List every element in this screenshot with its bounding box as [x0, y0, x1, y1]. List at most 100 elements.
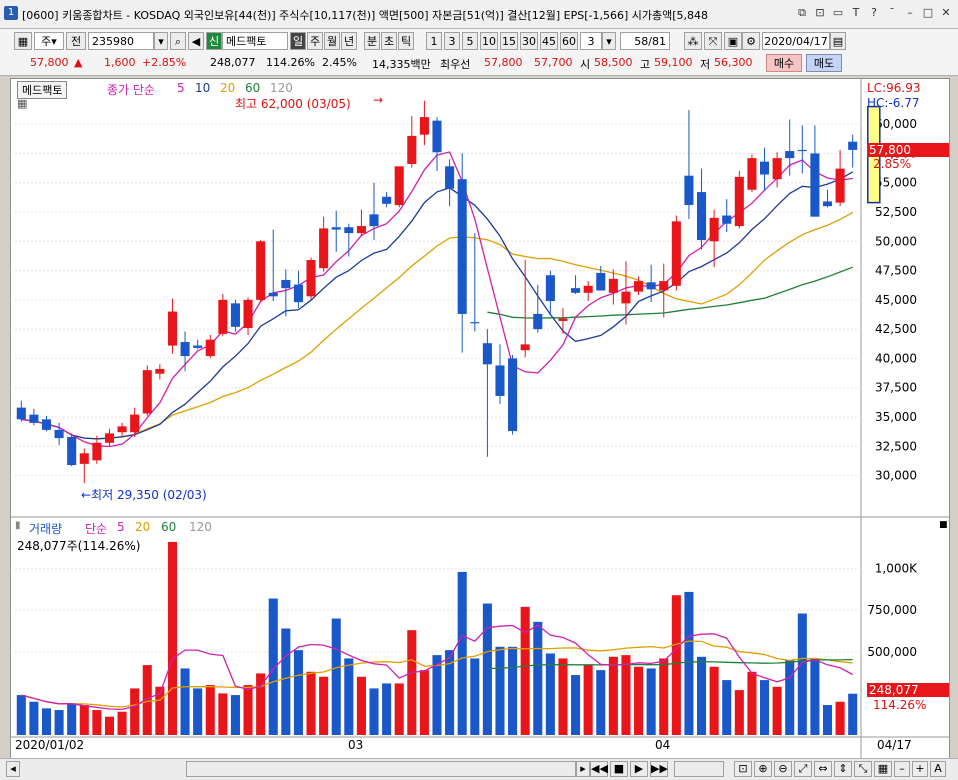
- minute-option[interactable]: 1: [426, 32, 442, 50]
- toggle-icon[interactable]: ⇔: [814, 761, 832, 777]
- help-icon[interactable]: ?: [871, 6, 877, 19]
- sound-icon[interactable]: ◀: [188, 32, 204, 50]
- forward-icon[interactable]: ▶▶: [650, 761, 668, 777]
- volume-bar: [785, 660, 795, 735]
- tab-minute[interactable]: 분: [364, 32, 380, 50]
- minute-option[interactable]: 30: [520, 32, 538, 50]
- interval-input[interactable]: 3: [580, 32, 602, 50]
- table-icon[interactable]: ▦: [17, 97, 28, 110]
- split-icon[interactable]: ⇕: [834, 761, 852, 777]
- zoom-icon[interactable]: ⊡: [734, 761, 752, 777]
- prev-button[interactable]: 전: [66, 32, 86, 50]
- volume-bar: [470, 658, 480, 735]
- low-price: 56,300: [714, 56, 753, 69]
- title-bar: 1 [0600] 키움종합차트 - KOSDAQ 외국인보유[44(천)] 주식…: [0, 0, 958, 29]
- volume-bar: [508, 646, 518, 735]
- tab-day[interactable]: 일: [290, 32, 306, 50]
- candle-body: [747, 158, 757, 190]
- volume-percent: 114.26%: [266, 56, 315, 69]
- volume-bar: [684, 591, 694, 735]
- minute-option[interactable]: 5: [462, 32, 478, 50]
- candle-body: [180, 342, 190, 357]
- settings-icon[interactable]: ¯: [889, 6, 895, 19]
- volume-bar: [709, 666, 719, 735]
- volume-bar: [218, 693, 228, 735]
- sell-button[interactable]: 매도: [806, 54, 842, 72]
- indicator-icon[interactable]: ⁂: [684, 32, 702, 50]
- minimize-icon[interactable]: –: [907, 6, 913, 19]
- rewind-icon[interactable]: ◀◀: [590, 761, 608, 777]
- volume-bar: [810, 658, 820, 735]
- scroll-thumb[interactable]: [186, 761, 576, 777]
- volume-ma5-line: [21, 624, 854, 711]
- play-icon[interactable]: ▶: [630, 761, 648, 777]
- interval-dropdown-icon[interactable]: ▾: [602, 32, 616, 50]
- hc-label: HC:-6.77: [867, 96, 920, 110]
- pin-icon[interactable]: ▭: [832, 6, 844, 19]
- plus-icon[interactable]: +: [912, 761, 928, 777]
- tab-month[interactable]: 월: [324, 32, 340, 50]
- volume-bar: [79, 705, 89, 735]
- credit-badge: 신: [206, 32, 222, 50]
- period-label: 주: [41, 35, 52, 48]
- panel-close-icon[interactable]: ■: [939, 520, 948, 530]
- buy-button[interactable]: 매수: [766, 54, 802, 72]
- candle-body: [722, 215, 732, 224]
- tab-tick[interactable]: 틱: [398, 32, 414, 50]
- candle-body: [495, 365, 505, 396]
- restore-icon[interactable]: ⧉: [798, 6, 806, 19]
- minute-option[interactable]: 15: [500, 32, 518, 50]
- search-icon[interactable]: ⌕: [170, 32, 186, 50]
- fit-icon[interactable]: ⤢: [794, 761, 812, 777]
- period-select[interactable]: 주▾: [34, 32, 64, 50]
- scroll-right-icon[interactable]: ▸: [576, 761, 590, 777]
- stop-icon[interactable]: ■: [610, 761, 628, 777]
- minute-option[interactable]: 3: [444, 32, 460, 50]
- window-number: 1: [4, 6, 18, 20]
- volume-bar: [369, 688, 379, 735]
- candle-body: [470, 322, 480, 324]
- volume-ma20-line: [21, 640, 853, 708]
- calendar-icon[interactable]: ▤: [830, 32, 846, 50]
- candle-body: [218, 299, 228, 334]
- minus-icon[interactable]: –: [894, 761, 910, 777]
- grid-icon[interactable]: ▦: [14, 32, 32, 50]
- price-panel-name[interactable]: 메드팩토: [17, 81, 68, 99]
- font-icon[interactable]: A: [930, 761, 946, 777]
- candle-body: [281, 279, 291, 289]
- candle-body: [571, 288, 581, 293]
- minute-option[interactable]: 60: [560, 32, 578, 50]
- zoom-in-icon[interactable]: ⊕: [754, 761, 772, 777]
- close-icon[interactable]: ✕: [941, 6, 951, 19]
- date-input[interactable]: 2020/04/17: [762, 32, 830, 50]
- expand-icon[interactable]: ⤡: [854, 761, 872, 777]
- tab-year[interactable]: 년: [341, 32, 357, 50]
- change-percent: +2.85%: [142, 56, 187, 69]
- stock-code-input[interactable]: 235980: [88, 32, 154, 50]
- volume-ma-5: 5: [117, 520, 125, 534]
- candle-body: [621, 291, 631, 304]
- speed-input[interactable]: [674, 761, 724, 777]
- tip-icon[interactable]: T: [852, 6, 860, 19]
- volume-value: 248,077: [210, 56, 256, 69]
- minute-option[interactable]: 45: [540, 32, 558, 50]
- chart-canvas[interactable]: 60,00057,50055,00052,50050,00047,50045,0…: [10, 78, 950, 768]
- chart-scrollbar[interactable]: ◂ ▸ ◀◀ ■ ▶ ▶▶ ⊡ ⊕ ⊖ ⤢ ⇔ ⇕ ⤡ ▦ – + A: [0, 758, 958, 780]
- candle-body: [193, 345, 203, 348]
- layout-icon[interactable]: ▦: [874, 761, 892, 777]
- minute-option[interactable]: 10: [480, 32, 498, 50]
- candle-body: [810, 153, 820, 217]
- volume-bar: [155, 686, 165, 735]
- save-icon[interactable]: ▣: [724, 32, 742, 50]
- drawing-icon[interactable]: ⤧: [704, 32, 722, 50]
- code-dropdown-icon[interactable]: ▾: [154, 32, 168, 50]
- volume-panel-icon[interactable]: ▮: [15, 520, 21, 531]
- tab-second[interactable]: 초: [381, 32, 397, 50]
- zoom-out-icon[interactable]: ⊖: [774, 761, 792, 777]
- gear-icon[interactable]: ⚙: [742, 32, 760, 50]
- link-icon[interactable]: ⊡: [815, 6, 825, 19]
- maximize-icon[interactable]: □: [922, 6, 934, 19]
- volume-bar: [130, 688, 140, 735]
- scroll-left-icon[interactable]: ◂: [6, 761, 20, 777]
- tab-week[interactable]: 주: [307, 32, 323, 50]
